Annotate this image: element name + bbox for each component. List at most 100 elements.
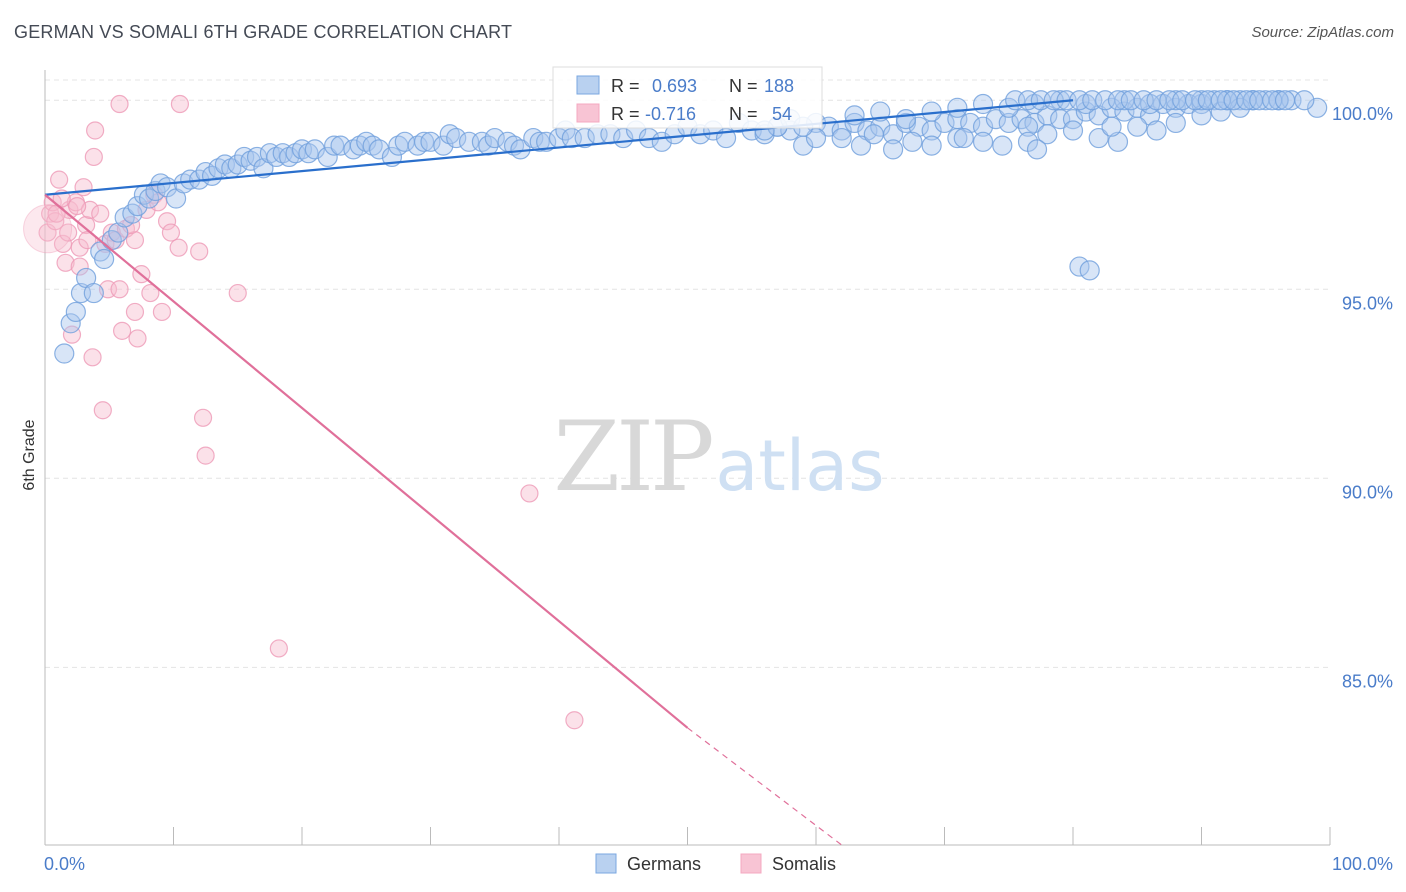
point-somalis-3 xyxy=(46,212,65,231)
point-somalis-36 xyxy=(169,238,188,257)
point-germans-191 xyxy=(1101,116,1122,137)
point-somalis-large xyxy=(23,204,73,254)
point-somalis-35 xyxy=(161,223,181,242)
point-germans-56 xyxy=(446,127,467,149)
trend-lines xyxy=(44,99,1074,846)
point-germans-190 xyxy=(1079,260,1100,281)
point-germans-148 xyxy=(870,101,891,122)
chart-title: GERMAN VS SOMALI 6TH GRADE CORRELATION C… xyxy=(14,22,513,42)
point-germans-110 xyxy=(1088,105,1109,126)
point-germans-39 xyxy=(304,139,325,160)
legend-swatch-somalis xyxy=(576,103,600,123)
point-somalis-39 xyxy=(196,446,215,465)
point-somalis-33 xyxy=(152,302,172,322)
point-somalis-43 xyxy=(565,711,584,730)
watermark: ZIP atlas xyxy=(553,401,884,513)
point-germans-144 xyxy=(1191,105,1212,126)
point-germans-40 xyxy=(317,146,338,168)
y-tick-labels: 85.0% 90.0% 95.0% 100.0% xyxy=(1332,104,1393,691)
point-germans-126 xyxy=(1307,97,1328,118)
point-somalis-15 xyxy=(86,121,105,140)
point-germans-151 xyxy=(947,97,968,118)
point-somalis-40 xyxy=(228,283,247,303)
point-germans-103 xyxy=(998,112,1019,134)
y-axis-label: 6th Grade xyxy=(21,419,38,490)
point-somalis-30 xyxy=(141,283,160,303)
point-germans-1 xyxy=(60,313,81,334)
point-germans-140 xyxy=(1107,131,1129,152)
point-germans-127 xyxy=(831,127,852,149)
point-germans-0 xyxy=(54,343,75,364)
point-somalis-4 xyxy=(50,170,69,189)
bottom-legend-swatch-somalis xyxy=(740,853,762,874)
point-somalis-10 xyxy=(70,257,89,276)
stats-legend: R = 0.693 N = 188 R = -0.716 N = 54 xyxy=(552,66,823,129)
point-germans-60 xyxy=(484,127,505,149)
point-germans-114 xyxy=(1139,105,1161,126)
point-somalis-22 xyxy=(110,280,129,299)
y-tick-label-2: 95.0% xyxy=(1342,293,1393,313)
point-germans-66 xyxy=(536,131,557,152)
bottom-legend: Germans Somalis xyxy=(595,853,836,874)
series-germans xyxy=(54,90,1328,364)
point-germans-136 xyxy=(1017,116,1039,137)
point-germans-189 xyxy=(1069,256,1090,277)
point-germans-100 xyxy=(960,112,981,134)
point-germans-47 xyxy=(369,139,390,160)
point-germans-64 xyxy=(523,127,544,149)
point-somalis-17 xyxy=(91,204,110,223)
bottom-legend-swatch-germans xyxy=(595,853,617,874)
point-germans-98 xyxy=(934,112,955,134)
point-germans-152 xyxy=(972,93,994,115)
point-somalis-37 xyxy=(190,242,209,261)
legend-r-label-germans: R = xyxy=(611,76,640,96)
point-germans-2 xyxy=(65,301,86,323)
legend-r-value-germans: 0.693 xyxy=(652,76,697,96)
point-somalis-26 xyxy=(125,302,145,322)
point-germans-102 xyxy=(985,109,1007,130)
bottom-legend-germans: Germans xyxy=(627,854,701,874)
point-germans-58 xyxy=(471,131,492,152)
x-tick-labels: 0.0% 100.0% xyxy=(44,854,1393,874)
point-germans-31 xyxy=(253,158,274,179)
point-germans-7 xyxy=(94,248,115,270)
point-somalis-34 xyxy=(157,212,177,231)
point-germans-134 xyxy=(972,131,994,152)
point-germans-142 xyxy=(1146,120,1167,141)
point-somalis-27 xyxy=(128,329,147,348)
point-germans-143 xyxy=(1165,112,1186,134)
point-somalis-11 xyxy=(74,178,93,197)
point-germans-51 xyxy=(407,135,428,156)
point-germans-141 xyxy=(1127,116,1148,137)
point-germans-132 xyxy=(921,135,942,156)
y-tick-label-0: 85.0% xyxy=(1342,671,1393,691)
watermark-atlas: atlas xyxy=(715,425,884,507)
source-note: Source: ZipAtlas.com xyxy=(1251,24,1394,41)
legend-n-value-germans: 188 xyxy=(764,76,794,96)
legend-r-value-somalis: -0.716 xyxy=(645,104,696,124)
point-germans-43 xyxy=(343,139,364,160)
y-tick-label-3: 100.0% xyxy=(1332,104,1393,124)
point-somalis-41 xyxy=(269,639,288,658)
legend-n-label-somalis: N = xyxy=(729,104,758,124)
point-germans-9 xyxy=(108,222,129,243)
watermark-zip: ZIP xyxy=(553,401,712,513)
point-germans-55 xyxy=(439,124,460,145)
point-germans-92 xyxy=(857,120,878,141)
trend-line-somalis xyxy=(44,193,689,729)
legend-n-value-somalis: 54 xyxy=(772,104,792,124)
point-germans-156 xyxy=(1075,93,1096,115)
point-somalis-25 xyxy=(125,231,145,250)
point-germans-129 xyxy=(863,124,884,145)
point-germans-54 xyxy=(433,135,454,156)
trend-line-somalis-extension xyxy=(687,727,843,846)
point-germans-101 xyxy=(972,116,994,137)
point-germans-70 xyxy=(574,127,595,149)
point-germans-164 xyxy=(1294,90,1315,111)
point-germans-45 xyxy=(356,131,377,152)
point-germans-158 xyxy=(1139,93,1161,115)
point-germans-137 xyxy=(1037,124,1058,145)
point-somalis-6 xyxy=(56,253,75,272)
legend-r-label-somalis: R = xyxy=(611,104,640,124)
point-somalis-46 xyxy=(68,196,87,216)
